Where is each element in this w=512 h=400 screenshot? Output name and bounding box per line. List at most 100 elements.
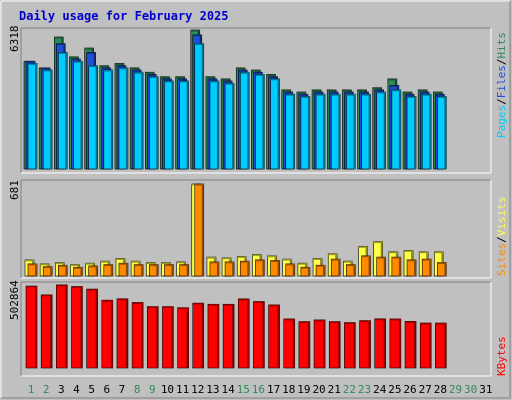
sites-bar — [300, 266, 311, 277]
visits-bar-top — [252, 254, 262, 256]
sites-bar-top — [118, 263, 128, 265]
kbytes-bar-side — [156, 306, 159, 368]
files-bar-top — [101, 67, 111, 70]
kbytes-bar-top — [26, 286, 37, 288]
kbytes-bar — [116, 298, 129, 369]
legend-visits-sites: Sites/Visits — [495, 197, 508, 277]
files-bar-top — [435, 94, 445, 96]
sites-bar-top — [285, 263, 295, 266]
sites-bar-top — [391, 257, 401, 259]
kbytes-bar — [389, 318, 402, 369]
kbytes-bar — [162, 306, 174, 369]
kbytes-bar-side — [186, 307, 189, 368]
day-label: 26 — [403, 383, 416, 396]
kbytes-bar-side — [398, 318, 401, 368]
kbytes-bar-top — [389, 318, 401, 321]
pages-bar-top — [376, 91, 386, 94]
sites-bar — [376, 256, 387, 277]
day-label: 16 — [252, 383, 265, 396]
files-bar-top — [86, 52, 96, 54]
day-label: 21 — [328, 383, 341, 396]
sites-bar — [179, 264, 189, 277]
pages-bar — [346, 93, 356, 170]
hits-bar-top — [387, 78, 397, 81]
day-label: 11 — [176, 383, 189, 396]
legend-hits-files-pages-part: / — [495, 59, 508, 66]
sites-bar-top — [331, 259, 341, 261]
pages-bar — [285, 93, 296, 170]
files-bar-top — [268, 76, 278, 79]
pages-bar-top — [73, 61, 83, 63]
visits-bar-top — [328, 253, 338, 256]
visits-bar-top — [343, 261, 353, 263]
day-label: 18 — [282, 383, 295, 396]
day-label: 24 — [373, 383, 387, 396]
sites-bar-side — [201, 184, 204, 276]
sites-bar-top — [376, 257, 386, 259]
pages-bar-top — [316, 94, 326, 96]
pages-bar-side — [65, 52, 68, 169]
kbytes-bar — [374, 318, 387, 369]
day-label: 3 — [58, 383, 65, 396]
pages-bar-top — [255, 74, 265, 76]
pages-bar-top — [43, 69, 53, 72]
day-label: 12 — [191, 383, 204, 396]
pages-bar-top — [28, 63, 37, 65]
kbytes-bar — [419, 322, 432, 369]
sites-bar — [164, 264, 174, 277]
visits-bar-top — [388, 251, 398, 254]
panel2-max-label: 681 — [8, 180, 21, 200]
pages-bar — [239, 71, 250, 170]
hits-bar-top — [281, 89, 291, 92]
pages-bar-top — [134, 72, 144, 74]
hits-bar-top — [54, 36, 64, 39]
kbytes-bar — [253, 301, 265, 369]
pages-bar-top — [179, 80, 189, 83]
sites-bar-side — [398, 257, 401, 276]
files-bar-top — [238, 69, 248, 72]
pages-bar — [88, 65, 98, 170]
pages-bar-side — [292, 94, 295, 169]
day-label: 6 — [103, 383, 110, 396]
day-label: 17 — [267, 383, 280, 396]
visits-bar-top — [373, 241, 383, 244]
sites-bar — [285, 263, 296, 277]
visits-bar-top — [297, 263, 307, 265]
pages-bar — [361, 93, 371, 170]
sites-bar-top — [346, 264, 356, 267]
sites-bar-top — [43, 266, 53, 269]
pages-bar — [270, 78, 280, 170]
hits-bar-top — [418, 89, 428, 92]
hits-bar-top — [114, 63, 124, 65]
hits-bar-top — [99, 65, 109, 68]
kbytes-bar — [71, 286, 83, 369]
hits-bar-top — [69, 56, 79, 59]
sites-bar-side — [95, 265, 98, 276]
kbytes-bar-side — [383, 318, 386, 368]
hits-bar-top — [357, 89, 367, 92]
sites-bar — [315, 264, 326, 277]
hits-bar-top — [342, 89, 352, 92]
sites-bar — [133, 264, 144, 277]
kbytes-bar — [359, 320, 371, 369]
sites-bar — [270, 260, 280, 277]
pages-bar-side — [232, 83, 235, 169]
files-bar-top — [314, 91, 324, 94]
pages-bar — [421, 93, 432, 170]
visits-bar-top — [40, 263, 50, 266]
sites-bar — [27, 263, 38, 277]
sites-bar — [118, 262, 129, 277]
legend-hits-files-pages-part: Pages — [495, 105, 508, 138]
pages-bar-side — [125, 67, 128, 169]
visits-bar-top — [115, 258, 125, 260]
sites-bar — [88, 265, 98, 277]
pages-bar-top — [58, 52, 68, 54]
kbytes-bar — [237, 298, 250, 369]
pages-bar-top — [361, 94, 371, 96]
files-bar-top — [223, 80, 233, 83]
visits-bar-top — [434, 251, 444, 254]
kbytes-bar-side — [50, 294, 53, 368]
files-bar-top — [132, 69, 142, 72]
kbytes-bar-side — [323, 319, 326, 368]
kbytes-bar-top — [162, 306, 174, 309]
